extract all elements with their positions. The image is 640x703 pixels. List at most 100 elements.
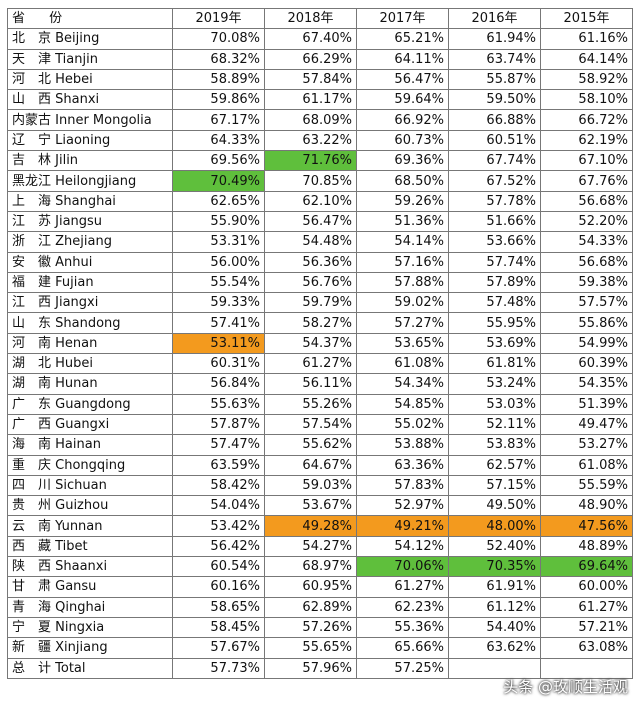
province-name-cell: 湖 南 Hunan bbox=[7, 373, 173, 395]
value-cell: 62.23% bbox=[356, 596, 449, 618]
province-name-cell: 青 海 Qinghai bbox=[7, 596, 173, 618]
value-cell: 49.50% bbox=[448, 495, 541, 517]
value-cell: 69.56% bbox=[172, 150, 265, 172]
province-name-cell: 内蒙古 Inner Mongolia bbox=[7, 109, 173, 131]
value-cell: 57.47% bbox=[172, 434, 265, 456]
value-cell: 56.42% bbox=[172, 535, 265, 558]
value-cell: 56.68% bbox=[540, 251, 633, 273]
value-cell: 59.26% bbox=[356, 190, 449, 212]
value-cell: 55.87% bbox=[448, 68, 541, 91]
value-cell: 57.25% bbox=[356, 657, 449, 679]
value-cell: 61.27% bbox=[356, 576, 449, 598]
value-cell: 61.08% bbox=[356, 353, 449, 375]
table-row: 新 疆 Xinjiang 57.67% 55.65% 65.66% 63.62% 63.0… bbox=[7, 637, 633, 659]
header-row: 省 份 2019年 2018年 2017年 2016年 2015年 bbox=[7, 7, 633, 30]
value-cell: 53.03% bbox=[448, 393, 541, 415]
table-row: 北 京 Beijing 70.08% 67.40% 65.21% 61.94% 61.16… bbox=[7, 28, 633, 50]
value-cell: 55.36% bbox=[356, 616, 449, 639]
table-row: 安 徽 Anhui 56.00% 56.36% 57.16% 57.74% 56.68% bbox=[7, 251, 633, 273]
value-cell: 58.45% bbox=[172, 616, 265, 639]
province-name-cell: 福 建 Fujian bbox=[7, 271, 173, 294]
value-cell: 49.21% bbox=[356, 515, 449, 537]
value-cell: 52.20% bbox=[540, 210, 633, 233]
value-cell: 59.02% bbox=[356, 292, 449, 314]
value-cell: 62.10% bbox=[264, 190, 357, 212]
value-cell: 54.37% bbox=[264, 332, 357, 355]
value-cell: 57.57% bbox=[540, 292, 633, 314]
value-cell: 70.85% bbox=[264, 170, 357, 192]
value-cell: 60.73% bbox=[356, 129, 449, 152]
table-row: 云 南 Yunnan 53.42% 49.28% 49.21% 48.00% 47.56% bbox=[7, 515, 633, 537]
value-cell: 61.91% bbox=[448, 576, 541, 598]
province-name-cell: 天 津 Tianjin bbox=[7, 48, 173, 70]
province-name-cell: 广 东 Guangdong bbox=[7, 393, 173, 415]
province-name-cell: 广 西 Guangxi bbox=[7, 413, 173, 436]
value-cell: 56.68% bbox=[540, 190, 633, 212]
value-cell: 54.34% bbox=[356, 373, 449, 395]
value-cell: 54.04% bbox=[172, 495, 265, 517]
value-cell: 53.88% bbox=[356, 434, 449, 456]
header-2019: 2019年 bbox=[172, 7, 265, 30]
value-cell: 68.09% bbox=[264, 109, 357, 131]
value-cell: 52.97% bbox=[356, 495, 449, 517]
value-cell: 60.31% bbox=[172, 353, 265, 375]
value-cell: 54.48% bbox=[264, 231, 357, 253]
value-cell: 56.84% bbox=[172, 373, 265, 395]
value-cell: 54.33% bbox=[540, 231, 633, 253]
province-name-cell: 河 南 Henan bbox=[7, 332, 173, 355]
value-cell: 59.03% bbox=[264, 474, 357, 497]
value-cell: 53.42% bbox=[172, 515, 265, 537]
value-cell: 56.36% bbox=[264, 251, 357, 273]
value-cell: 56.76% bbox=[264, 271, 357, 294]
value-cell: 56.47% bbox=[356, 68, 449, 91]
value-cell: 54.99% bbox=[540, 332, 633, 355]
value-cell: 55.26% bbox=[264, 393, 357, 415]
value-cell: 70.49% bbox=[172, 170, 265, 192]
value-cell: 57.73% bbox=[172, 657, 265, 679]
value-cell: 68.50% bbox=[356, 170, 449, 192]
value-cell: 71.76% bbox=[264, 150, 357, 172]
province-name-cell: 湖 北 Hubei bbox=[7, 353, 173, 375]
value-cell: 57.74% bbox=[448, 251, 541, 273]
table-row: 陕 西 Shaanxi 60.54% 68.97% 70.06% 70.35% 69.64… bbox=[7, 556, 633, 578]
value-cell bbox=[540, 657, 633, 679]
province-name-cell: 河 北 Hebei bbox=[7, 68, 173, 91]
value-cell: 51.36% bbox=[356, 210, 449, 233]
value-cell: 62.19% bbox=[540, 129, 633, 152]
value-cell: 60.00% bbox=[540, 576, 633, 598]
province-name-cell: 上 海 Shanghai bbox=[7, 190, 173, 212]
value-cell: 52.40% bbox=[448, 535, 541, 558]
table-row: 湖 南 Hunan 56.84% 56.11% 54.34% 53.24% 54.35% bbox=[7, 373, 633, 395]
value-cell: 63.59% bbox=[172, 454, 265, 476]
province-name-cell: 宁 夏 Ningxia bbox=[7, 616, 173, 639]
value-cell: 64.33% bbox=[172, 129, 265, 152]
value-cell: 56.00% bbox=[172, 251, 265, 273]
value-cell: 54.40% bbox=[448, 616, 541, 639]
province-name-cell: 海 南 Hainan bbox=[7, 434, 173, 456]
value-cell: 62.65% bbox=[172, 190, 265, 212]
value-cell: 61.27% bbox=[264, 353, 357, 375]
value-cell: 61.94% bbox=[448, 28, 541, 50]
value-cell: 60.54% bbox=[172, 556, 265, 578]
table-row: 吉 林 Jilin 69.56% 71.76% 69.36% 67.74% 67.10% bbox=[7, 150, 633, 172]
value-cell: 48.89% bbox=[540, 535, 633, 558]
table-row: 山 东 Shandong 57.41% 58.27% 57.27% 55.95% 55.8… bbox=[7, 312, 633, 334]
table-row: 总 计 Total 57.73% 57.96% 57.25% bbox=[7, 657, 633, 679]
header-2018: 2018年 bbox=[264, 7, 357, 30]
value-cell: 55.62% bbox=[264, 434, 357, 456]
table-row: 宁 夏 Ningxia 58.45% 57.26% 55.36% 54.40% 57.21… bbox=[7, 616, 633, 639]
table-row: 海 南 Hainan 57.47% 55.62% 53.88% 53.83% 53.27% bbox=[7, 434, 633, 456]
value-cell: 53.67% bbox=[264, 495, 357, 517]
value-cell: 67.74% bbox=[448, 150, 541, 172]
province-name-cell: 山 西 Shanxi bbox=[7, 89, 173, 111]
value-cell: 57.84% bbox=[264, 68, 357, 91]
value-cell: 64.14% bbox=[540, 48, 633, 70]
value-cell: 64.11% bbox=[356, 48, 449, 70]
table-row: 河 北 Hebei 58.89% 57.84% 56.47% 55.87% 58.92% bbox=[7, 68, 633, 91]
value-cell: 69.36% bbox=[356, 150, 449, 172]
province-name-cell: 江 苏 Jiangsu bbox=[7, 210, 173, 233]
table-row: 广 西 Guangxi 57.87% 57.54% 55.02% 52.11% 49.47… bbox=[7, 413, 633, 436]
value-cell: 54.85% bbox=[356, 393, 449, 415]
value-cell: 57.21% bbox=[540, 616, 633, 639]
value-cell: 55.02% bbox=[356, 413, 449, 436]
